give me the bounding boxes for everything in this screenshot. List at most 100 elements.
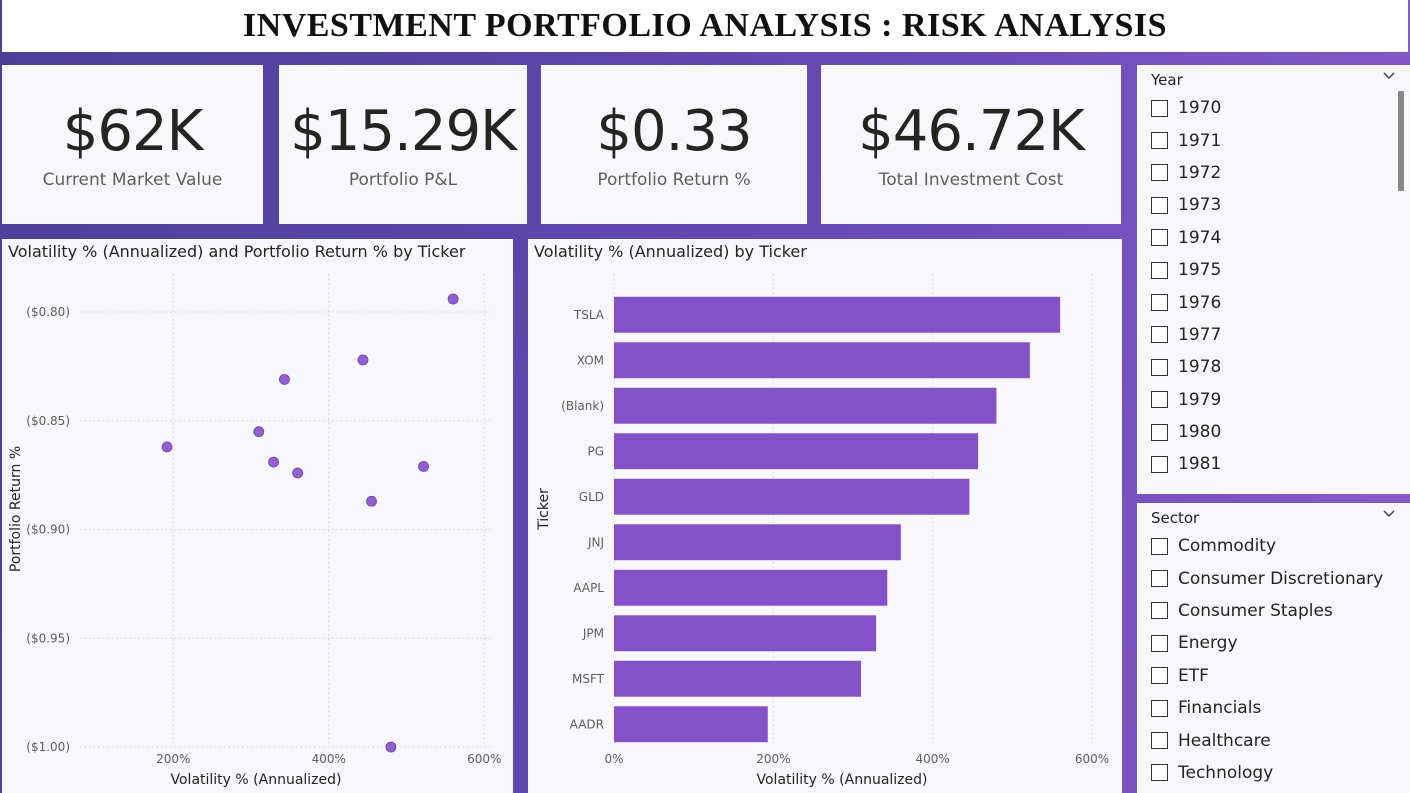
bar[interactable]: [614, 569, 888, 606]
checkbox[interactable]: [1151, 391, 1168, 409]
bar[interactable]: [614, 660, 861, 697]
y-tick-label: GLD: [579, 490, 604, 504]
y-tick-label: ($0.90): [26, 523, 70, 537]
checkbox[interactable]: [1151, 634, 1168, 652]
scatter-point[interactable]: [418, 461, 429, 472]
checkbox[interactable]: [1151, 164, 1168, 182]
slicer-item[interactable]: 1979: [1151, 384, 1221, 416]
chevron-down-icon[interactable]: [1382, 69, 1396, 83]
kpi-card-investment-cost[interactable]: $46.72K Total Investment Cost: [821, 65, 1121, 224]
bar[interactable]: [614, 706, 768, 743]
bar[interactable]: [614, 478, 970, 515]
bar-chart-panel[interactable]: Volatility % (Annualized) by Ticker 0% 20…: [528, 239, 1122, 793]
slicer-item[interactable]: Healthcare: [1151, 724, 1383, 756]
checkbox[interactable]: [1151, 261, 1168, 279]
slicer-item[interactable]: ETF: [1151, 660, 1383, 692]
scatter-point[interactable]: [447, 293, 459, 305]
slicer-item[interactable]: 1977: [1151, 319, 1221, 351]
slicer-item-label: 1972: [1178, 162, 1222, 183]
slicer-item[interactable]: 1972: [1151, 157, 1221, 189]
checkbox[interactable]: [1151, 358, 1168, 376]
scatter-point[interactable]: [253, 426, 265, 438]
scatter-point[interactable]: [366, 495, 377, 507]
y-tick-label: MSFT: [572, 672, 605, 686]
slicer-item-label: Consumer Discretionary: [1178, 568, 1384, 589]
y-tick-label: ($0.95): [26, 631, 70, 645]
slicer-item[interactable]: 1981: [1151, 448, 1221, 480]
bar[interactable]: [614, 524, 901, 561]
slicer-item[interactable]: Consumer Discretionary: [1151, 562, 1383, 594]
scatter-point[interactable]: [292, 467, 304, 479]
slicer-item[interactable]: 1971: [1151, 124, 1221, 156]
kpi-card-portfolio-return[interactable]: $0.33 Portfolio Return %: [541, 65, 807, 224]
scatter-point[interactable]: [161, 441, 173, 453]
y-tick-label: PG: [587, 444, 604, 458]
slicer-item[interactable]: 1975: [1151, 254, 1221, 286]
bar-chart[interactable]: 0% 200% 400% 600% TSLA XOM (Blank) PG GLD JNJ AAPL…: [528, 239, 1122, 793]
checkbox[interactable]: [1151, 229, 1168, 247]
bar[interactable]: [614, 296, 1061, 333]
checkbox[interactable]: [1151, 423, 1168, 441]
scatter-point[interactable]: [385, 741, 397, 753]
checkbox[interactable]: [1151, 764, 1168, 782]
x-axis-label: Volatility % (Annualized): [757, 772, 928, 788]
kpi-card-portfolio-pl[interactable]: $15.29K Portfolio P&L: [279, 65, 527, 224]
slicer-item-label: Healthcare: [1178, 730, 1271, 751]
slicer-item-label: 1974: [1178, 227, 1222, 248]
slicer-item-label: 1970: [1178, 98, 1222, 119]
checkbox[interactable]: [1151, 537, 1168, 555]
checkbox[interactable]: [1151, 602, 1168, 620]
bar[interactable]: [614, 342, 1030, 379]
checkbox[interactable]: [1151, 570, 1168, 588]
x-tick-label: 600%: [1075, 752, 1109, 766]
slicer-item-label: 1980: [1178, 422, 1222, 443]
y-axis-label: Portfolio Return %: [8, 446, 24, 572]
x-tick-label: 0%: [604, 752, 623, 766]
slicer-item[interactable]: 1978: [1151, 351, 1221, 383]
checkbox[interactable]: [1151, 732, 1168, 750]
bar[interactable]: [614, 433, 979, 470]
checkbox[interactable]: [1151, 455, 1168, 473]
checkbox[interactable]: [1151, 99, 1168, 117]
slicer-item[interactable]: 1973: [1151, 189, 1221, 221]
kpi-card-market-value[interactable]: $62K Current Market Value: [2, 65, 263, 224]
checkbox[interactable]: [1151, 294, 1168, 312]
slicer-item-label: Commodity: [1178, 536, 1277, 557]
scatter-chart-panel[interactable]: Volatility % (Annualized) and Portfolio …: [2, 239, 513, 793]
checkbox[interactable]: [1151, 667, 1168, 685]
slicer-item-label: 1975: [1178, 260, 1222, 281]
slicer-item[interactable]: Technology: [1151, 757, 1383, 789]
checkbox[interactable]: [1151, 699, 1168, 717]
scatter-point[interactable]: [357, 354, 369, 366]
slicer-item[interactable]: 1970: [1151, 92, 1221, 124]
slicer-item[interactable]: Energy: [1151, 627, 1383, 659]
kpi-value: $0.33: [596, 98, 752, 164]
x-tick-label: 400%: [312, 752, 346, 766]
bar[interactable]: [614, 615, 877, 652]
scatter-point[interactable]: [268, 456, 279, 468]
slicer-item[interactable]: 1976: [1151, 286, 1221, 318]
checkbox[interactable]: [1151, 326, 1168, 344]
slicer-item[interactable]: 1974: [1151, 222, 1221, 254]
slicer-item[interactable]: Financials: [1151, 692, 1383, 724]
scatter-chart[interactable]: 200% 400% 600% ($0.80) ($0.85) ($0.90) ($0.95)…: [2, 239, 513, 793]
slicer-item-label: Technology: [1178, 762, 1274, 783]
year-scrollbar[interactable]: [1398, 91, 1404, 191]
checkbox[interactable]: [1151, 196, 1168, 214]
x-tick-label: 200%: [756, 752, 790, 766]
slicer-item[interactable]: 1980: [1151, 416, 1221, 448]
year-slicer[interactable]: Year 1970 1971 1972 1973 1974 1975 1976 1977 197…: [1137, 65, 1410, 494]
bar[interactable]: [614, 387, 997, 424]
chevron-down-icon[interactable]: [1382, 507, 1396, 521]
slicer-item-label: 1973: [1178, 195, 1222, 216]
kpi-value: $46.72K: [858, 98, 1085, 164]
slicer-item[interactable]: Commodity: [1151, 530, 1383, 562]
slicer-item[interactable]: Consumer Staples: [1151, 595, 1383, 627]
checkbox[interactable]: [1151, 132, 1168, 150]
scatter-point[interactable]: [279, 374, 290, 385]
sector-slicer[interactable]: Sector Commodity Consumer Discretionary Co…: [1137, 503, 1410, 793]
x-axis-label: Volatility % (Annualized): [171, 772, 342, 788]
y-tick-label: XOM: [577, 353, 604, 367]
dashboard-header: INVESTMENT PORTFOLIO ANALYSIS : RISK ANA…: [0, 0, 1410, 52]
dashboard-title: INVESTMENT PORTFOLIO ANALYSIS : RISK ANA…: [242, 7, 1168, 44]
